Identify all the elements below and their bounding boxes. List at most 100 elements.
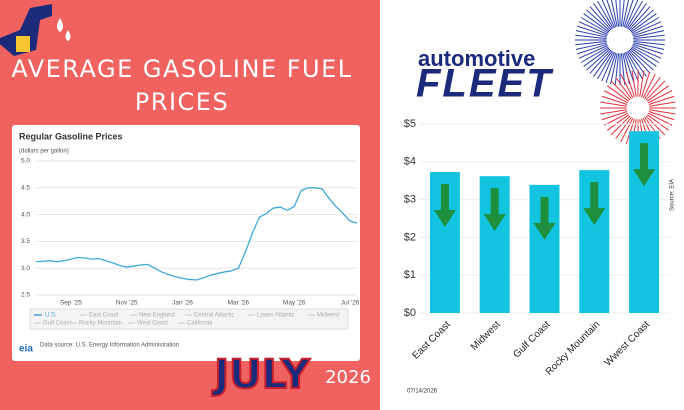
firework-ray: [631, 70, 637, 97]
y-tick-label: 4.0: [21, 211, 30, 218]
legend-label: West Coast: [137, 321, 168, 327]
firework-ray: [603, 90, 629, 104]
x-tick-label: Mar '26: [228, 300, 250, 307]
firework-ray: [627, 3, 647, 30]
firework-ray: [614, 53, 620, 85]
firework-ray: [606, 0, 617, 28]
firework-ray: [630, 47, 657, 67]
x-tick-label: Jan '26: [172, 300, 193, 307]
headline: PRICES: [135, 88, 229, 116]
down-arrow: [583, 182, 606, 226]
firework-ray: [601, 52, 615, 82]
firework-ray: [580, 17, 609, 34]
legend-label: Gulf Coast: [43, 321, 72, 327]
down-arrow: [633, 143, 656, 187]
firework-ray: [620, 0, 625, 27]
firework-ray: [648, 111, 675, 121]
y-tick-label: 5.0: [21, 158, 30, 165]
legend-box: [29, 308, 349, 330]
y-tick-label: 4.5: [21, 185, 30, 192]
firework-ray: [575, 34, 607, 40]
y-tick-label: $2: [404, 231, 416, 243]
firework-ray: [615, 116, 632, 140]
firework-ray: [606, 85, 630, 102]
legend-label: California: [187, 321, 213, 327]
eia-logo: eia: [19, 344, 33, 355]
legend-label: Rocky Mountain: [79, 321, 122, 327]
legend-label: East Coast: [89, 313, 119, 319]
firework-ray: [625, 0, 639, 28]
chart-subtitle: (dollars per gallon): [19, 149, 69, 155]
firework-ray: [589, 6, 612, 31]
firework-ray: [625, 52, 639, 82]
firework-ray: [629, 9, 654, 32]
firework-ray: [583, 47, 610, 67]
firework-ray: [575, 30, 607, 38]
firework-ray: [647, 90, 673, 104]
y-tick-label: $5: [404, 118, 416, 130]
y-tick-label: 3.5: [21, 238, 30, 245]
firework-ray: [644, 76, 661, 100]
firework-ray: [646, 114, 670, 131]
headline: AVERAGE GASOLINE FUEL: [11, 55, 352, 83]
firework-ray: [633, 40, 665, 46]
month-art: JULY: [211, 352, 311, 398]
firework-ray: [578, 21, 608, 35]
firework-ray: [628, 6, 651, 31]
firework-ray: [577, 43, 608, 55]
y-tick-label: $4: [404, 156, 416, 168]
firework-ray: [645, 80, 666, 101]
firework-ray: [606, 114, 630, 131]
x-tick-label: Jul '26: [341, 300, 360, 307]
firework-ray: [625, 71, 635, 98]
firework-ray: [597, 51, 614, 80]
firework-ray: [631, 46, 660, 63]
firework-ray: [632, 25, 663, 37]
source: Data source: U.S. Energy Information Adm…: [40, 343, 179, 349]
down-arrow: [433, 184, 456, 228]
firework-ray: [629, 48, 654, 71]
firework-ray: [620, 73, 634, 99]
y-tick-label: $3: [404, 194, 416, 206]
chart-title: Regular Gasoline Prices: [19, 131, 123, 141]
firework-ray: [633, 42, 665, 50]
date: 07/14/2026: [407, 389, 438, 395]
firework-ray: [645, 115, 666, 136]
y-tick-label: 3.0: [21, 265, 30, 272]
firework-ray: [577, 25, 608, 37]
firework-ray: [641, 71, 651, 98]
down-arrow: [483, 188, 506, 232]
firework-ray: [631, 17, 660, 34]
firework-ray: [626, 0, 643, 29]
firework-ray: [586, 48, 611, 71]
firework-ray: [630, 13, 657, 33]
chart-card: [12, 125, 360, 361]
legend-label: New England: [139, 313, 175, 319]
legend-label: Central Atlantic: [194, 313, 234, 319]
firework-ray: [633, 34, 665, 40]
firework-ray: [605, 52, 617, 83]
y-tick-label: $1: [404, 269, 416, 281]
legend-label: Lower Atlantic: [257, 313, 294, 319]
firework-ray: [586, 9, 611, 32]
down-arrow: [533, 196, 556, 240]
brand-small: automotive: [418, 46, 535, 71]
firework-ray: [575, 40, 607, 46]
firework-ray: [601, 0, 615, 28]
firework-ray: [575, 42, 607, 50]
firework-ray: [610, 0, 618, 27]
firework-ray: [622, 0, 630, 27]
firework-ray: [597, 0, 614, 29]
firework-ray: [628, 49, 651, 74]
firework-ray: [648, 95, 675, 105]
firework-ray: [580, 46, 609, 63]
legend-label: Midwest: [317, 313, 339, 319]
line-series: [35, 187, 358, 281]
x-tick-label: Sep '25: [60, 300, 82, 307]
firework-ray: [578, 45, 608, 59]
firework-ray: [593, 3, 613, 30]
source-note: Source: EIA: [670, 179, 676, 211]
firework-ray: [600, 109, 627, 115]
firework-ray: [639, 70, 645, 97]
